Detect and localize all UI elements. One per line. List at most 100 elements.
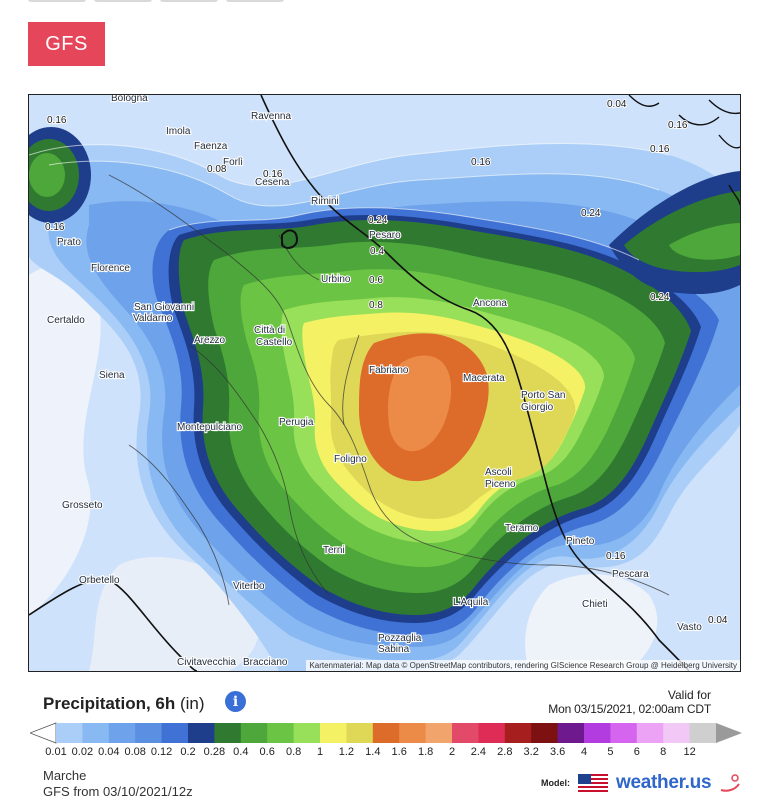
scale-swatch xyxy=(108,723,136,743)
city-label: Terni xyxy=(323,545,345,556)
city-label: Ascoli xyxy=(485,467,512,478)
contour-value-label: 0.16 xyxy=(471,157,491,168)
city-label: Pesaro xyxy=(369,230,401,241)
scale-swatch xyxy=(240,723,268,743)
city-label: Florence xyxy=(91,263,130,274)
coastline-west xyxy=(29,578,198,671)
scale-tick-label: 0.08 xyxy=(124,746,146,758)
city-label: Arezzo xyxy=(194,335,226,346)
scale-swatch xyxy=(636,723,664,743)
light-area-west xyxy=(29,265,101,615)
city-label: Castello xyxy=(256,337,293,348)
city-label: Orbetello xyxy=(79,575,120,586)
contour-lines xyxy=(29,142,670,261)
city-label: Urbino xyxy=(321,274,351,285)
scale-tick-label: 0.01 xyxy=(45,746,67,758)
contour-value-label: 0.24 xyxy=(650,292,670,303)
scale-tick-label: 0.8 xyxy=(285,746,302,758)
city-label: Rimini xyxy=(311,196,339,207)
contour-value-label: 0.16 xyxy=(606,551,626,562)
city-label: Perugia xyxy=(279,417,314,428)
city-label: Siena xyxy=(99,370,125,381)
san-marino-border xyxy=(281,229,299,249)
contour-value-label: 0.16 xyxy=(668,120,688,131)
scale-swatch xyxy=(267,723,295,743)
scale-swatch xyxy=(346,723,374,743)
legend-title-text: Precipitation, 6h xyxy=(43,694,176,713)
city-label: Forlì xyxy=(223,157,243,168)
scale-swatch xyxy=(161,723,189,743)
info-icon[interactable]: i xyxy=(225,691,246,712)
valid-time-block: Valid for Mon 03/15/2021, 02:00am CDT xyxy=(548,688,711,716)
scale-tick-label: 8 xyxy=(660,746,667,758)
scale-tick-label: 6 xyxy=(633,746,640,758)
scale-tick-label: 2 xyxy=(448,746,456,758)
city-label: Chieti xyxy=(582,599,608,610)
city-label: Grosseto xyxy=(62,500,103,511)
northeast-band-inner xyxy=(669,223,740,260)
model-gfs-button[interactable]: GFS xyxy=(28,22,105,66)
scale-swatch xyxy=(135,723,163,743)
band-1.8 xyxy=(388,355,452,452)
contour-value-label: 0.16 xyxy=(650,144,670,155)
city-label: Pescara xyxy=(612,569,649,580)
city-label: Ancona xyxy=(473,298,507,309)
city-label: Bologna xyxy=(111,95,148,104)
scale-tick-label: 1.2 xyxy=(338,746,355,758)
us-flag-icon xyxy=(578,774,608,792)
city-label: Teramo xyxy=(505,523,539,534)
contour-value-label: 0.04 xyxy=(708,615,728,626)
scale-tick-label: 2.4 xyxy=(470,746,487,758)
contour-value-label: 0.8 xyxy=(369,300,383,311)
scale-swatch xyxy=(372,723,400,743)
city-label: Pozzaglia xyxy=(378,633,422,644)
scale-swatch xyxy=(452,723,479,743)
contour-value-label: 0.4 xyxy=(370,246,384,257)
city-label: San Giovanni xyxy=(134,302,194,313)
scale-tick-label: 0.02 xyxy=(71,746,94,758)
color-scale-bar xyxy=(30,722,742,744)
contour-value-label: 0.6 xyxy=(369,275,383,286)
coastline xyxy=(260,95,690,671)
region-name: Marche xyxy=(43,768,87,783)
scale-tick-label: 2.8 xyxy=(497,746,513,758)
top-tab[interactable] xyxy=(226,0,284,2)
contour-value-label: 0.16 xyxy=(45,222,65,233)
model-credit[interactable]: Model: weather.us xyxy=(541,772,741,794)
scale-swatch xyxy=(610,723,638,743)
contour-value-label: 0.16 xyxy=(263,169,283,180)
scale-swatch xyxy=(689,723,717,743)
precipitation-map[interactable]: Bologna Ravenna Imola Faenza Forlì Cesena Rimi… xyxy=(28,94,741,672)
scale-tick-label: 3.6 xyxy=(549,746,566,758)
scale-swatch xyxy=(399,723,427,743)
scale-swatch xyxy=(188,723,215,743)
scale-swatch xyxy=(214,723,242,743)
scale-tick-label: 0.12 xyxy=(150,746,173,758)
scale-tick-label: 0.04 xyxy=(98,746,120,758)
scale-tick-label: 1.4 xyxy=(365,746,381,758)
city-label: Città di xyxy=(254,325,285,336)
city-label: Vasto xyxy=(677,622,702,633)
valid-label: Valid for xyxy=(667,688,711,702)
top-tab[interactable] xyxy=(160,0,218,2)
top-tab[interactable] xyxy=(94,0,152,2)
scale-swatch xyxy=(293,723,321,743)
weather-swoosh-icon xyxy=(720,774,741,792)
scale-tick-label: 3.2 xyxy=(523,746,539,758)
top-tab[interactable] xyxy=(28,0,86,2)
scale-swatch xyxy=(557,723,585,743)
valid-time: Mon 03/15/2021, 02:00am CDT xyxy=(548,702,711,716)
scale-tick-label: 5 xyxy=(607,746,614,758)
contour-value-labels: 0.04 0.16 0.16 0.16 0.16 0.16 0.08 0.16 0.24 0.24… xyxy=(44,98,729,627)
city-label: Certaldo xyxy=(47,315,85,326)
contour-value-label: 0.24 xyxy=(581,208,601,219)
scale-swatch xyxy=(56,723,83,743)
legend-unit: (in) xyxy=(179,694,205,713)
city-label: Prato xyxy=(57,237,81,248)
city-label: L'Aquila xyxy=(453,597,489,608)
scale-tick-label: 1.8 xyxy=(417,746,434,758)
city-label: Bracciano xyxy=(243,657,288,668)
contour-value-label: 0.04 xyxy=(607,99,627,110)
